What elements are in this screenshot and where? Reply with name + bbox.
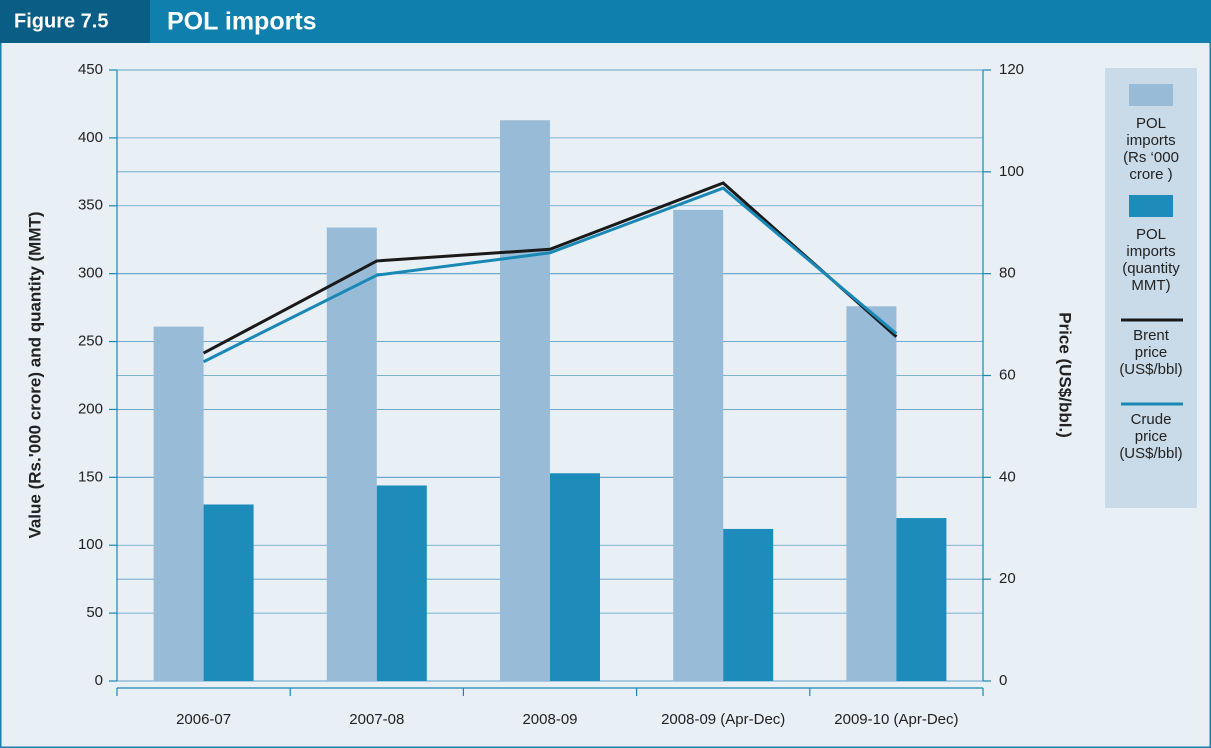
figure-label-box [0, 0, 150, 43]
x-tick-label: 2009-10 (Apr-Dec) [834, 711, 958, 728]
x-tick-label: 2006-07 [176, 711, 231, 728]
legend-label: Crude price (US$/bbl) [1119, 411, 1182, 462]
y-tick-label: 450 [78, 61, 103, 78]
y2-tick-label: 60 [999, 366, 1016, 383]
y-tick-label: 0 [95, 672, 103, 689]
y-axis-title: Value (Rs.'000 crore) and quantity (MMT) [25, 211, 44, 538]
figure-label: Figure 7.5 [14, 10, 108, 32]
bar [153, 326, 204, 681]
y-tick-label: 200 [78, 400, 103, 417]
y2-tick-label: 120 [999, 61, 1024, 78]
bar [500, 120, 550, 681]
y2-axis-title: Price (US$/bbl.) [1056, 312, 1075, 438]
y-tick-label: 150 [78, 468, 103, 485]
bar [550, 473, 600, 681]
y-tick-label: 250 [78, 333, 103, 350]
legend-label: POL imports (quantity MMT) [1122, 226, 1180, 294]
x-tick-label: 2008-09 [522, 711, 577, 728]
legend-box [1105, 68, 1197, 508]
y2-tick-label: 20 [999, 570, 1016, 587]
bar [376, 485, 427, 681]
bar [896, 518, 947, 681]
bar [846, 306, 897, 681]
bar [673, 209, 724, 681]
y2-tick-label: 100 [999, 163, 1024, 180]
y-tick-label: 350 [78, 197, 103, 214]
y-tick-label: 100 [78, 536, 103, 553]
y-tick-label: 300 [78, 265, 103, 282]
y2-tick-label: 40 [999, 468, 1016, 485]
line [202, 181, 898, 355]
y-tick-label: 50 [86, 604, 103, 621]
chart-title: POL imports [167, 8, 317, 36]
x-tick-label: 2007-08 [349, 711, 404, 728]
y-tick-label: 400 [78, 129, 103, 146]
y2-tick-label: 80 [999, 265, 1016, 282]
bar [723, 528, 774, 681]
header-bar [0, 0, 1211, 43]
bar [326, 227, 377, 681]
legend-swatch [1129, 195, 1173, 217]
bar [203, 504, 254, 681]
legend-swatch [1129, 84, 1173, 106]
y2-tick-label: 0 [999, 672, 1007, 689]
line [202, 186, 898, 364]
x-tick-label: 2008-09 (Apr-Dec) [661, 711, 785, 728]
legend-label: POL imports (Rs ‘000 crore ) [1123, 115, 1179, 183]
legend-label: Brent price (US$/bbl) [1119, 327, 1182, 378]
